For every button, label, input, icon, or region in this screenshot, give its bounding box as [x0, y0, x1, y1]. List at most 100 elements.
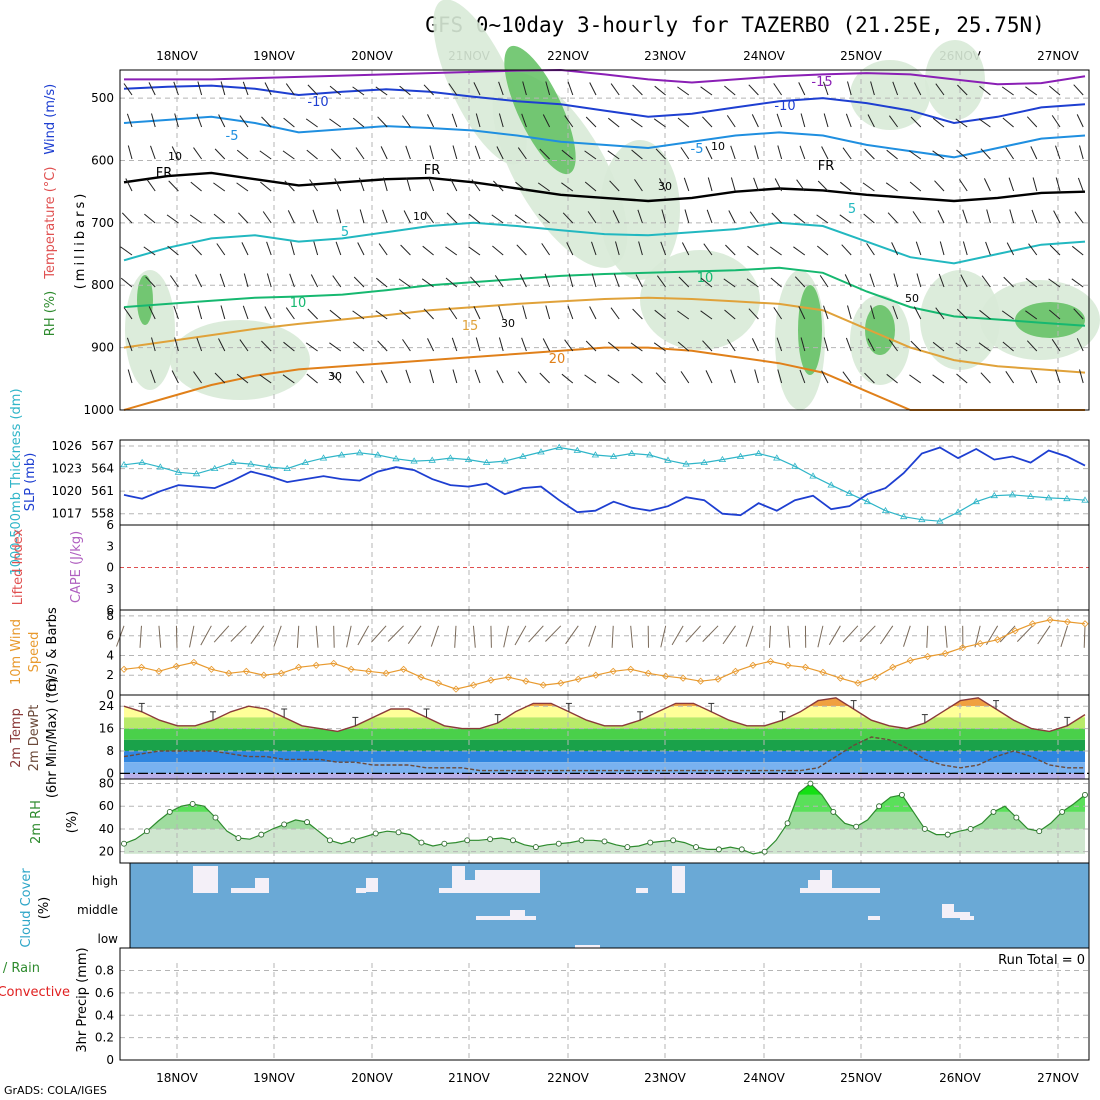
run-total: Run Total = 0: [998, 953, 1085, 968]
wind-barb: [1055, 177, 1061, 192]
wind-barb: [753, 177, 759, 192]
wind-barb: [450, 178, 458, 192]
thickness-marker: [664, 456, 672, 463]
isotherm-15: [123, 296, 1086, 374]
wind-barb: [567, 81, 574, 96]
top-date-tick-24NOV: 24NOV: [743, 49, 785, 63]
wind-speed-marker: [277, 669, 285, 677]
wind-barb: [243, 273, 249, 288]
wind-barb: [839, 181, 852, 192]
rh-marker: [487, 836, 494, 843]
dewpoint-line: [123, 736, 1085, 772]
wind-barb: [683, 177, 690, 192]
rh-marker: [853, 823, 860, 830]
wind-barb: [1049, 244, 1061, 256]
wind-barb: [561, 373, 574, 384]
wind-barb: [193, 371, 203, 384]
wind-barb: [724, 309, 736, 320]
wind-barb: [956, 373, 968, 384]
wind-barb: [425, 211, 435, 224]
wind-barb: [336, 209, 342, 224]
wind-barb: [677, 341, 690, 352]
wind-speed-marker: [452, 685, 460, 693]
wind-barb: [352, 117, 365, 128]
wind-barb: [285, 307, 295, 320]
rh-tick-20: 20: [99, 845, 114, 859]
rh-area-saturated: [137, 275, 153, 325]
wind-barb: [980, 372, 991, 384]
temp-band: [124, 773, 1085, 779]
wind-speed-marker: [539, 681, 547, 689]
surface-wind-barb: [296, 625, 300, 648]
thickness-marker: [355, 449, 364, 456]
thickness-marker: [138, 458, 146, 465]
wind-barb: [776, 337, 783, 352]
surface-wind-barb: [787, 625, 791, 648]
wind-barb: [468, 213, 481, 224]
wind-barb: [799, 369, 806, 384]
wind-barb: [891, 242, 899, 256]
thickness-marker: [791, 462, 799, 469]
wind-barb: [939, 241, 945, 256]
wind-barb: [352, 341, 365, 352]
upper-air-side-label: RH (%) Temperature (°C) Wind (m/s): [43, 84, 58, 336]
thickness-marker: [573, 446, 582, 453]
wind-barb: [656, 275, 667, 288]
surface-wind-barb: [685, 625, 701, 643]
surface-wind-barb: [346, 625, 352, 648]
surface-wind-barb: [926, 625, 929, 648]
wind-barb: [451, 337, 458, 352]
wind-tick-0: 0: [106, 688, 114, 702]
side-label-part: Wind (m/s): [43, 84, 58, 155]
cloud-cover-bar: [193, 866, 218, 893]
wind-barb: [612, 210, 620, 224]
wind-barb: [190, 181, 202, 192]
temp-tick-0: 0: [106, 766, 114, 780]
wind-barb: [823, 337, 829, 352]
wind-barb: [421, 278, 434, 288]
wind-barb: [236, 373, 249, 384]
wind-barb: [150, 369, 156, 384]
rh-area-saturated: [1015, 302, 1085, 338]
wind-barb: [266, 273, 272, 288]
wind-barb: [864, 148, 875, 160]
wind-barb: [615, 241, 620, 256]
wind-barb: [173, 305, 179, 320]
wind-barb: [777, 369, 783, 384]
wind-barb: [399, 309, 411, 320]
isotherm--10: [123, 84, 1086, 125]
thickness-marker: [156, 463, 165, 470]
wind-barb: [653, 342, 666, 352]
cloud-cover-bar: [510, 910, 525, 916]
rh-marker: [807, 780, 814, 787]
wind-barb: [932, 374, 945, 384]
wind-barb: [150, 145, 156, 160]
wind-barb: [1002, 117, 1014, 128]
wind-barb: [355, 147, 365, 160]
wind-barb: [123, 83, 133, 96]
wind-barb: [609, 180, 620, 192]
wind-barb: [700, 277, 713, 288]
wind-speed-marker: [155, 667, 163, 675]
temp-label-1: 2m Temp: [9, 708, 24, 768]
thickness-marker: [827, 481, 835, 488]
surface-wind-barb: [842, 625, 859, 643]
wind-barb: [334, 178, 342, 192]
surface-wind-barb: [1016, 625, 1033, 642]
precip-tick-0: 0: [106, 1053, 114, 1067]
wind-label-2: Speed: [27, 632, 42, 673]
rh-marker: [464, 837, 471, 844]
wind-barb: [932, 150, 945, 160]
wind-tick-4: 4: [106, 648, 114, 662]
wind-barb: [705, 370, 713, 384]
wind-barb: [1073, 308, 1084, 320]
wind-speed-marker: [522, 677, 530, 685]
wind-speed-marker: [1029, 620, 1037, 628]
wind-barb: [561, 182, 574, 192]
wind-barb: [886, 149, 898, 160]
wind-barb: [956, 149, 968, 160]
wind-barb: [886, 373, 898, 384]
wind-barb: [862, 182, 875, 192]
thickness-marker: [1044, 494, 1053, 501]
surface-wind-barb: [974, 625, 981, 648]
